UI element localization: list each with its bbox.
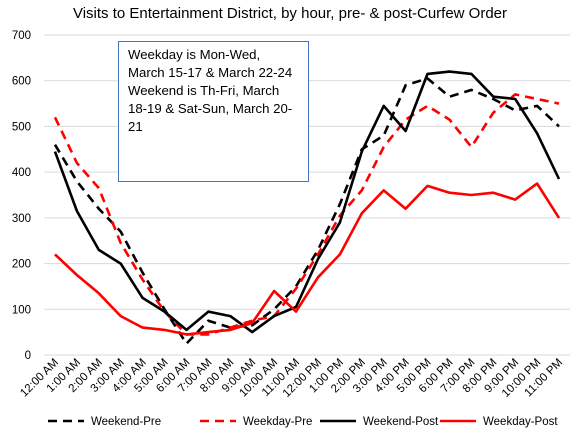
annotation-box: Weekday is Mon-Wed, March 15-17 & March … <box>118 41 309 182</box>
y-tick-label: 700 <box>12 30 31 42</box>
legend-label: Weekend-Post <box>363 416 439 428</box>
series-line-weekday-pre <box>53 93 560 336</box>
legend-label: Weekend-Pre <box>91 416 161 428</box>
y-tick-label: 400 <box>12 167 31 179</box>
chart-title: Visits to Entertainment District, by hou… <box>73 5 507 22</box>
series-line-weekend-post <box>53 70 561 334</box>
y-tick-label: 500 <box>12 121 31 133</box>
y-tick-label: 0 <box>25 350 31 362</box>
y-tick-label: 100 <box>12 304 31 316</box>
series-lines <box>53 70 561 345</box>
legend: Weekend-Pre Weekday-Pre Weekend-Post Weekda… <box>48 416 558 428</box>
series-line-weekend-pre <box>53 77 560 345</box>
series-line-weekday-post <box>54 182 561 336</box>
legend-label: Weekday-Post <box>483 416 558 428</box>
x-axis-ticks: 12:00 AM1:00 AM2:00 AM3:00 AM4:00 AM5:00… <box>18 357 565 400</box>
legend-label: Weekday-Pre <box>243 416 312 428</box>
y-axis-ticks: 0 100 200 300 400 500 600 700 <box>12 30 31 362</box>
y-tick-label: 200 <box>12 259 31 271</box>
y-tick-label: 300 <box>12 213 31 225</box>
y-tick-label: 600 <box>12 76 31 88</box>
